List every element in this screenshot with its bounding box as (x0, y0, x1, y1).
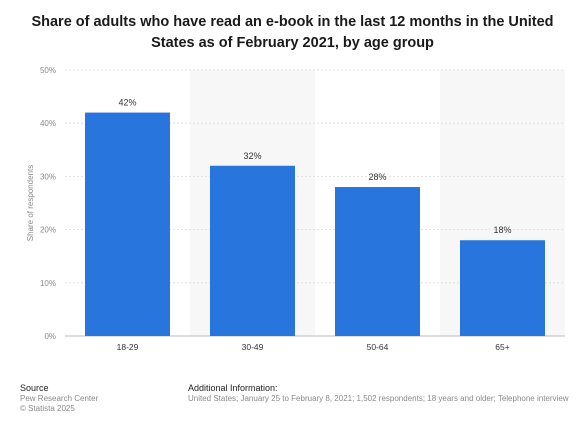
value-label: 32% (243, 151, 261, 161)
additional-info-text: United States; January 25 to February 8,… (188, 393, 569, 403)
additional-info-block: Additional Information: United States; J… (188, 383, 569, 404)
bar[interactable] (335, 187, 420, 336)
y-tick-label: 40% (40, 119, 56, 128)
bar[interactable] (460, 240, 545, 336)
y-axis-label: Share of respondents (26, 165, 35, 242)
value-label: 42% (118, 98, 136, 108)
chart-title: Share of adults who have read an e-book … (31, 14, 554, 51)
value-label: 28% (368, 172, 386, 182)
source-block: Source Pew Research Center © Statista 20… (20, 383, 98, 415)
source-line[interactable]: Pew Research Center (20, 393, 99, 403)
value-label: 18% (493, 225, 511, 235)
bar-chart: 42% 32% 28% 18% 0% 10% 20% 30% 40% 50% 18-29 30-4… (26, 66, 565, 352)
bars (85, 112, 545, 336)
bar[interactable] (85, 112, 170, 336)
y-tick-label: 10% (40, 279, 56, 288)
y-axis-ticks: 0% 10% 20% 30% 40% 50% (40, 66, 56, 341)
x-axis-ticks: 18-29 30-49 50-64 65+ (117, 342, 510, 352)
additional-info-heading: Additional Information: (188, 383, 278, 393)
bar[interactable] (210, 165, 295, 336)
x-tick-label: 65+ (495, 342, 509, 352)
y-tick-label: 0% (44, 332, 56, 341)
source-heading: Source (20, 383, 49, 393)
y-tick-label: 50% (40, 66, 56, 75)
y-tick-label: 20% (40, 226, 56, 235)
x-tick-label: 30-49 (242, 342, 264, 352)
y-tick-label: 30% (40, 172, 56, 181)
value-labels: 42% 32% 28% 18% (118, 98, 511, 236)
x-tick-label: 50-64 (367, 342, 389, 352)
copyright-line[interactable]: © Statista 2025 (20, 404, 75, 413)
x-tick-label: 18-29 (117, 342, 139, 352)
